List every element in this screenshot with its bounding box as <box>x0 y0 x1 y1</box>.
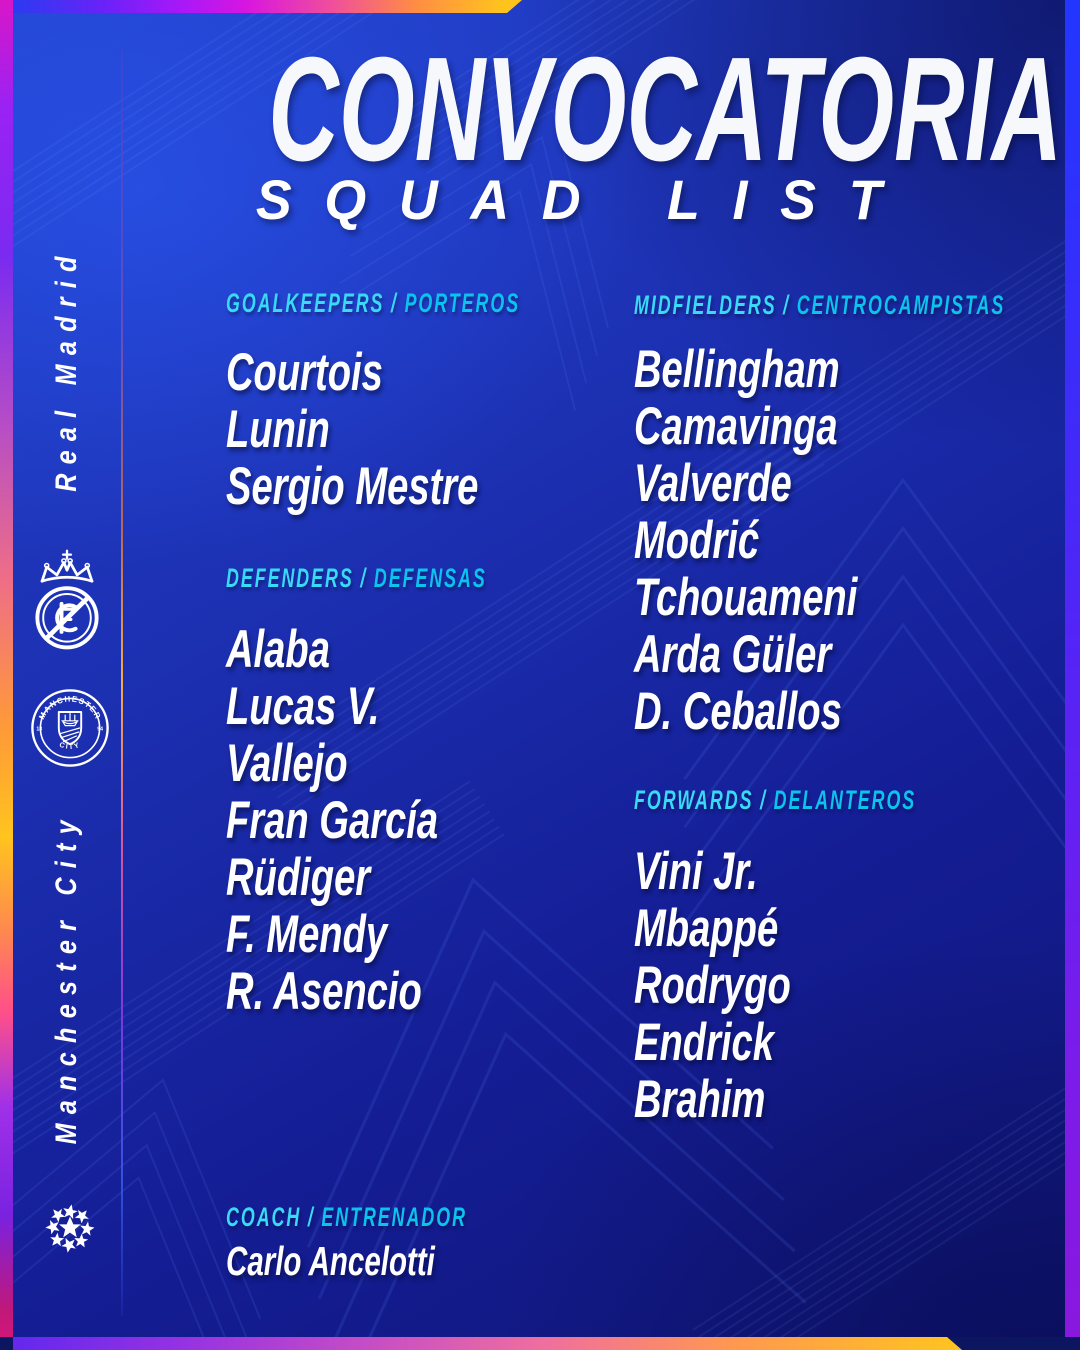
player-list: Bellingham Camavinga Valverde Modrić Tch… <box>634 341 1080 740</box>
subtitle-word-squad: SQUAD <box>255 168 614 231</box>
player-name: Lucas V. <box>226 677 380 736</box>
label-separator: / <box>760 785 768 815</box>
section-header-goalkeepers: GOALKEEPERS / PORTEROS <box>226 288 520 318</box>
sidebar-divider <box>121 50 123 1316</box>
left-gradient-bar <box>0 0 13 1350</box>
player-name: Alaba <box>226 620 330 679</box>
player-name: Bellingham <box>634 340 840 399</box>
label-separator: / <box>307 1202 315 1232</box>
player-name: Arda Güler <box>634 625 832 684</box>
section-forwards: FORWARDS / DELANTEROS Vini Jr. Mbappé Rodr… <box>634 785 1062 1128</box>
home-team-name: Real Madrid <box>50 247 83 492</box>
section-label-en: COACH <box>226 1202 302 1232</box>
player-name: Rüdiger <box>226 848 371 907</box>
section-label-en: MIDFIELDERS <box>634 290 777 320</box>
player-list: Vini Jr. Mbappé Rodrygo Endrick Brahim <box>634 843 1062 1128</box>
section-label-es: DELANTEROS <box>773 785 917 815</box>
player-name: Sergio Mestre <box>226 457 479 516</box>
player-name: Courtois <box>226 343 383 402</box>
section-label-en: FORWARDS <box>634 785 754 815</box>
top-gradient-bar <box>13 0 522 13</box>
bottom-gradient-bar <box>13 1337 962 1350</box>
player-name: Camavinga <box>634 397 838 456</box>
player-name: Brahim <box>634 1070 766 1129</box>
section-label-en: DEFENDERS <box>226 563 354 593</box>
real-madrid-crest-icon <box>35 549 99 650</box>
section-label-en: GOALKEEPERS <box>226 288 385 318</box>
section-label-es: CENTROCAMPISTAS <box>796 290 1006 320</box>
section-defenders: DEFENDERS / DEFENSAS Alaba Lucas V. Vallej… <box>226 563 621 1020</box>
uefa-starball-icon <box>44 1202 96 1254</box>
player-name: Mbappé <box>634 899 779 958</box>
away-team-name: Manchester City <box>50 811 83 1145</box>
manchester-city-crest-icon: MANCHESTER CITY 18 94 <box>31 689 109 767</box>
player-name: R. Asencio <box>226 962 422 1021</box>
poster-canvas: CONVOCATORIA SQUAD LIST Real Madrid Manch… <box>13 0 1065 1350</box>
player-name: F. Mendy <box>226 905 388 964</box>
section-header-coach: COACH / ENTRENADOR <box>226 1202 467 1232</box>
section-header-midfielders: MIDFIELDERS / CENTROCAMPISTAS <box>634 290 1005 320</box>
section-midfielders: MIDFIELDERS / CENTROCAMPISTAS Bellingham C… <box>634 290 1080 740</box>
label-separator: / <box>783 290 791 320</box>
section-label-es: DEFENSAS <box>373 563 487 593</box>
player-list: Courtois Lunin Sergio Mestre <box>226 344 672 515</box>
player-name: D. Ceballos <box>634 682 842 741</box>
player-name: Endrick <box>634 1013 774 1072</box>
label-separator: / <box>360 563 368 593</box>
poster-subtitle: SQUAD LIST <box>124 172 1046 228</box>
section-label-es: PORTEROS <box>404 288 521 318</box>
subtitle-word-list: LIST <box>667 168 915 231</box>
svg-text:94: 94 <box>97 726 103 732</box>
section-goalkeepers: GOALKEEPERS / PORTEROS Courtois Lunin Serg… <box>226 288 672 515</box>
player-name: Fran García <box>226 791 439 850</box>
player-name: Rodrygo <box>634 956 791 1015</box>
section-label-es: ENTRENADOR <box>321 1202 467 1232</box>
coach-name: Carlo Ancelotti <box>226 1238 435 1284</box>
player-name: Vini Jr. <box>634 842 758 901</box>
svg-text:18: 18 <box>36 726 42 732</box>
coach-name-list: Carlo Ancelotti <box>226 1237 591 1285</box>
player-name: Lunin <box>226 400 330 459</box>
section-header-forwards: FORWARDS / DELANTEROS <box>634 785 916 815</box>
section-coach: COACH / ENTRENADOR Carlo Ancelotti <box>226 1202 591 1285</box>
player-name: Tchouameni <box>634 568 858 627</box>
svg-text:CITY: CITY <box>58 740 81 751</box>
section-header-defenders: DEFENDERS / DEFENSAS <box>226 563 487 593</box>
label-separator: / <box>391 288 398 318</box>
player-name: Modrić <box>634 511 760 570</box>
player-name: Vallejo <box>226 734 348 793</box>
player-list: Alaba Lucas V. Vallejo Fran García Rüdig… <box>226 621 621 1020</box>
player-name: Valverde <box>634 454 792 513</box>
right-gradient-bar <box>1065 0 1080 1350</box>
poster-title: CONVOCATORIA <box>268 27 1063 192</box>
